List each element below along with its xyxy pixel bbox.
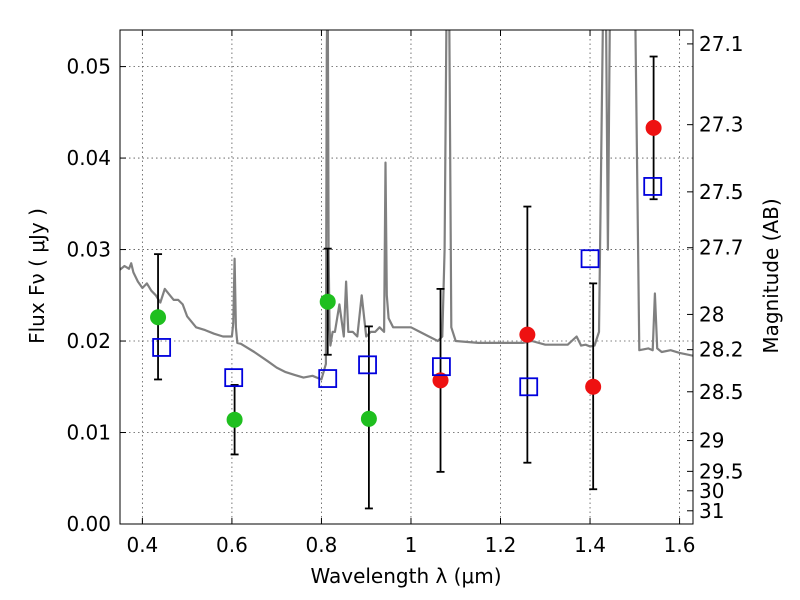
right-tick-label: 27.1 bbox=[699, 32, 744, 56]
y-tick-label: 0.01 bbox=[66, 421, 111, 445]
x-tick-label: 1.6 bbox=[664, 533, 696, 557]
square-data-point bbox=[224, 368, 244, 388]
right-tick-label: 28.5 bbox=[699, 380, 744, 404]
red-data-point bbox=[585, 378, 602, 395]
right-tick-label: 27.7 bbox=[699, 236, 744, 260]
right-tick-label: 28 bbox=[699, 302, 724, 326]
square-data-point bbox=[358, 355, 377, 375]
right-axis-title: Magnitude (AB) bbox=[759, 198, 783, 353]
x-tick-label: 1.4 bbox=[574, 533, 606, 557]
red-data-point bbox=[519, 326, 536, 343]
right-tick-label: 27.5 bbox=[699, 180, 744, 204]
right-tick-label: 29.5 bbox=[699, 459, 744, 483]
x-tick-label: 0.4 bbox=[126, 533, 158, 557]
x-tick-label: 0.6 bbox=[216, 533, 248, 557]
y-tick-label: 0.03 bbox=[66, 238, 111, 262]
y-tick-label: 0.04 bbox=[66, 146, 111, 170]
right-tick-label: 27.3 bbox=[699, 113, 744, 137]
red-data-point bbox=[645, 119, 662, 136]
right-tick-label: 28.2 bbox=[699, 338, 744, 362]
x-tick-label: 1 bbox=[405, 533, 418, 557]
square-data-point bbox=[432, 357, 451, 377]
square-data-point bbox=[643, 177, 663, 196]
y-tick-label: 0.02 bbox=[66, 329, 111, 353]
axis-ticks: 0.4 0.6 0.8 1 1.2 1.4 1.6 0.00 0.01 0.02 0.03 0.04 0… bbox=[66, 30, 744, 557]
square-data-point bbox=[152, 338, 172, 357]
x-tick-label: 0.8 bbox=[306, 533, 338, 557]
green-data-point bbox=[150, 309, 167, 326]
square-data-point bbox=[580, 249, 600, 269]
green-data-point bbox=[360, 410, 377, 427]
x-axis-title: Wavelength λ (μm) bbox=[310, 564, 501, 588]
square-data-point bbox=[318, 369, 338, 388]
data-points bbox=[150, 55, 663, 510]
square-data-point bbox=[519, 377, 539, 397]
green-data-point bbox=[319, 293, 336, 310]
grid bbox=[120, 30, 693, 525]
y-axis-title: Flux Fν ( μJy ) bbox=[25, 208, 49, 344]
x-tick-label: 1.2 bbox=[485, 533, 517, 557]
spectrum-layer bbox=[120, 30, 693, 381]
green-data-point bbox=[226, 411, 243, 428]
right-tick-label: 29 bbox=[699, 429, 724, 453]
red-data-point bbox=[432, 372, 449, 389]
y-tick-label: 0.00 bbox=[66, 512, 111, 536]
right-tick-label: 31 bbox=[699, 499, 724, 523]
plot-frame bbox=[119, 29, 694, 525]
y-tick-label: 0.05 bbox=[66, 55, 111, 79]
right-tick-label: 30 bbox=[699, 479, 724, 503]
model-spectrum-line bbox=[120, 30, 693, 381]
